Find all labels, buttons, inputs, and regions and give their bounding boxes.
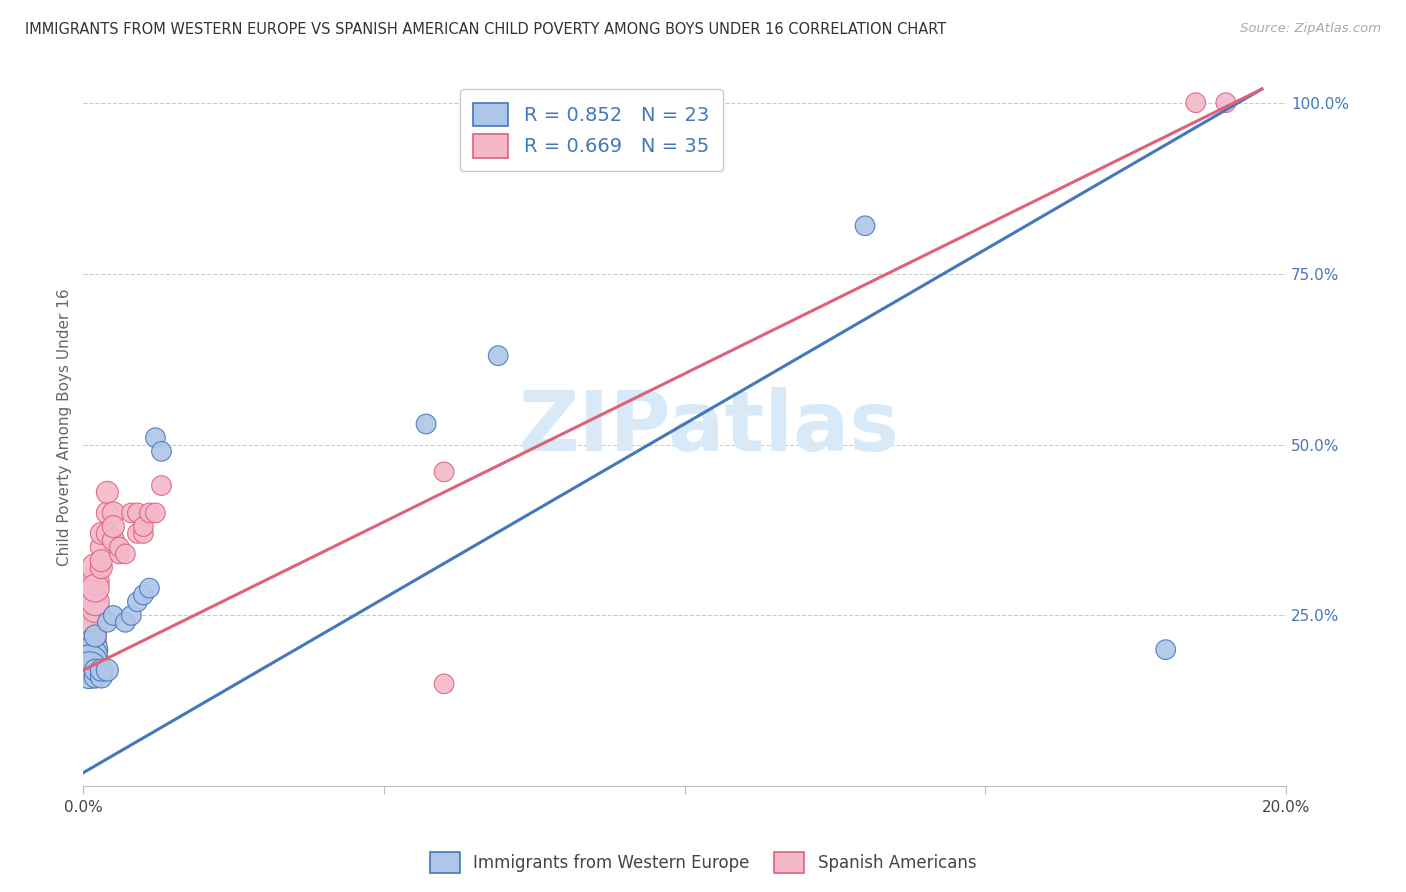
Point [79,636,101,650]
Point [132,526,155,541]
Point [79,657,101,671]
Point [79,622,101,636]
Point [120,608,142,623]
Point [132,519,155,533]
Point [145,506,167,520]
Point [103,506,125,520]
Point [96,615,118,630]
Point [486,349,509,363]
Point [96,485,118,500]
Point [415,417,437,431]
Point [90,554,112,568]
Point [90,663,112,677]
Point [150,444,173,458]
Point [79,649,101,664]
Point [96,506,118,520]
Point [79,642,101,657]
Text: Source: ZipAtlas.com: Source: ZipAtlas.com [1240,22,1381,36]
Point [96,663,118,677]
Point [1215,95,1237,110]
Point [90,560,112,574]
Point [84,663,107,677]
Point [79,663,101,677]
Point [79,629,101,643]
Point [90,670,112,684]
Point [433,677,456,691]
Point [108,540,131,554]
Point [103,519,125,533]
Point [90,540,112,554]
Point [84,629,107,643]
Legend: Immigrants from Western Europe, Spanish Americans: Immigrants from Western Europe, Spanish … [423,846,983,880]
Point [84,581,107,595]
Legend: R = 0.852   N = 23, R = 0.669   N = 35: R = 0.852 N = 23, R = 0.669 N = 35 [460,89,723,171]
Point [79,642,101,657]
Point [84,574,107,589]
Point [127,595,149,609]
Point [1184,95,1206,110]
Point [96,526,118,541]
Point [145,431,167,445]
Point [433,465,456,479]
Point [114,547,136,561]
Point [84,601,107,615]
Point [114,615,136,630]
Point [138,581,160,595]
Point [853,219,876,233]
Point [1154,642,1177,657]
Point [127,526,149,541]
Point [150,478,173,492]
Point [103,533,125,548]
Point [127,506,149,520]
Point [84,670,107,684]
Point [132,588,155,602]
Text: ZIPatlas: ZIPatlas [519,387,900,468]
Point [108,547,131,561]
Y-axis label: Child Poverty Among Boys Under 16: Child Poverty Among Boys Under 16 [58,289,72,566]
Point [84,595,107,609]
Point [79,649,101,664]
Point [103,608,125,623]
Point [90,526,112,541]
Point [84,560,107,574]
Point [138,506,160,520]
Text: IMMIGRANTS FROM WESTERN EUROPE VS SPANISH AMERICAN CHILD POVERTY AMONG BOYS UNDE: IMMIGRANTS FROM WESTERN EUROPE VS SPANIS… [25,22,946,37]
Point [120,506,142,520]
